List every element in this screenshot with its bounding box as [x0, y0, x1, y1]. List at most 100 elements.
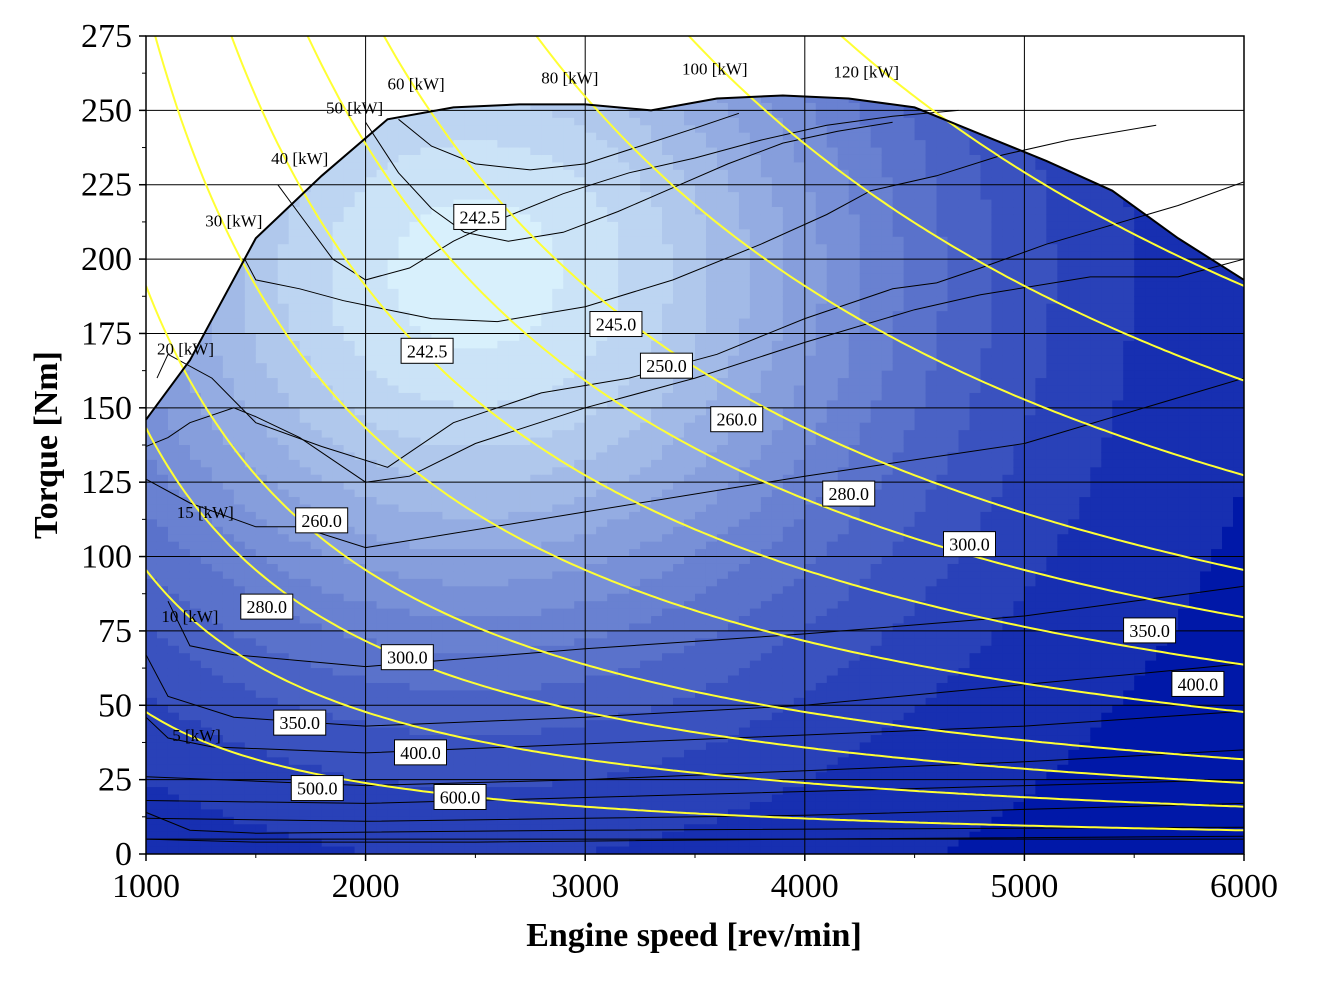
contour-fill-cell [146, 147, 158, 156]
contour-fill-cell [354, 392, 367, 401]
contour-fill-cell [431, 526, 444, 535]
contour-fill-cell [343, 459, 356, 468]
contour-fill-cell [541, 809, 553, 818]
contour-fill-cell [486, 653, 498, 662]
contour-fill-cell [178, 407, 191, 416]
contour-fill-cell [365, 326, 378, 335]
contour-fill-cell [178, 184, 191, 193]
contour-fill-cell [607, 363, 619, 372]
contour-fill-cell [420, 140, 433, 149]
contour-fill-cell [508, 668, 520, 677]
contour-fill-cell [289, 66, 301, 74]
contour-fill-cell [519, 586, 531, 595]
contour-fill-cell [200, 712, 213, 721]
contour-fill-cell [464, 638, 476, 647]
contour-fill-cell [376, 363, 389, 372]
contour-fill-cell [442, 162, 455, 171]
contour-fill-cell [409, 705, 422, 714]
contour-fill-cell [563, 489, 575, 498]
contour-fill-cell [266, 519, 279, 528]
contour-fill-cell [442, 772, 455, 781]
contour-fill-cell [420, 571, 433, 580]
contour-fill-cell [530, 162, 542, 171]
contour-fill-cell [464, 296, 476, 305]
contour-fill-cell [508, 392, 520, 401]
contour-fill-cell [288, 229, 301, 238]
contour-fill-cell [475, 541, 487, 550]
contour-fill-cell [552, 415, 564, 424]
contour-fill-cell [200, 578, 213, 587]
contour-fill-cell [431, 593, 444, 602]
contour-fill-cell [563, 199, 575, 208]
contour-fill-cell [585, 526, 597, 535]
contour-fill-cell [398, 437, 411, 446]
contour-fill-cell [519, 608, 531, 617]
contour-fill-cell [266, 787, 279, 796]
contour-fill-cell [178, 311, 191, 320]
contour-fill-cell [607, 236, 619, 245]
contour-fill-cell [486, 772, 498, 781]
contour-fill-cell [222, 816, 235, 825]
contour-fill-cell [552, 541, 564, 550]
contour-fill-cell [354, 340, 367, 349]
contour-fill-cell [420, 154, 433, 164]
contour-fill-cell [519, 504, 531, 513]
contour-fill-cell [563, 132, 575, 141]
contour-fill-cell [332, 452, 345, 461]
contour-fill-cell [629, 214, 641, 223]
contour-fill-cell [189, 846, 202, 854]
contour-fill-cell [409, 415, 422, 424]
contour-fill-cell [519, 95, 531, 97]
contour-fill-cell [420, 266, 433, 275]
contour-fill-cell [277, 125, 290, 134]
contour-fill-cell [332, 831, 345, 840]
contour-fill-cell [277, 571, 290, 580]
contour-fill-cell [398, 288, 411, 297]
contour-fill-cell [354, 192, 367, 201]
contour-fill-cell [343, 601, 356, 610]
contour-fill-cell [519, 675, 531, 684]
contour-fill-cell [299, 407, 312, 416]
contour-fill-cell [266, 764, 279, 773]
contour-fill-cell [332, 757, 345, 766]
contour-fill-cell [211, 154, 224, 164]
contour-fill-cell [299, 601, 312, 610]
contour-fill-cell [607, 794, 619, 803]
contour-fill-cell [266, 630, 279, 639]
contour-fill-cell [343, 720, 356, 729]
contour-fill-cell [585, 288, 597, 297]
contour-fill-cell [354, 682, 367, 691]
contour-fill-cell [420, 326, 433, 335]
contour-fill-cell [453, 430, 466, 439]
contour-fill-cell [211, 452, 224, 461]
contour-fill-cell [387, 630, 400, 639]
contour-fill-cell [486, 73, 498, 81]
contour-fill-cell [189, 378, 202, 387]
contour-fill-cell [530, 839, 542, 848]
contour-fill-cell [530, 326, 542, 335]
contour-fill-cell [453, 363, 466, 372]
contour-fill-cell [365, 452, 378, 461]
contour-fill-cell [146, 556, 158, 565]
contour-fill-cell [146, 162, 158, 171]
contour-fill-cell [618, 58, 630, 66]
contour-fill-cell [453, 437, 466, 446]
contour-fill-cell [596, 452, 608, 461]
contour-fill-cell [167, 764, 180, 773]
contour-fill-cell [420, 318, 433, 327]
contour-fill-cell [409, 244, 422, 253]
contour-fill-cell [552, 177, 564, 186]
contour-fill-cell [552, 452, 564, 461]
contour-fill-cell [398, 236, 411, 245]
contour-fill-cell [541, 199, 553, 208]
contour-fill-cell [266, 422, 279, 431]
contour-fill-cell [420, 445, 433, 454]
contour-fill-cell [431, 563, 444, 573]
contour-fill-cell [596, 556, 608, 565]
contour-fill-cell [244, 125, 257, 134]
contour-fill-cell [255, 749, 268, 758]
contour-fill-cell [266, 363, 279, 372]
contour-fill-cell [431, 586, 444, 595]
contour-fill-cell [222, 385, 235, 394]
contour-fill-cell [420, 422, 433, 431]
